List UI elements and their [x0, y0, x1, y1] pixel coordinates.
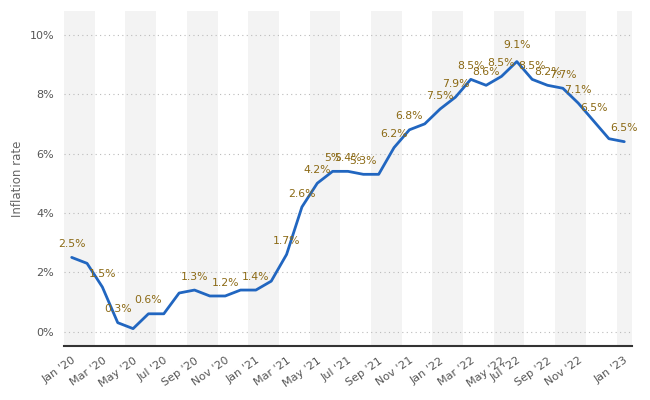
Text: 7.7%: 7.7%: [549, 70, 577, 80]
Text: 0.3%: 0.3%: [104, 304, 131, 314]
Text: 8.6%: 8.6%: [473, 67, 500, 77]
Text: 5.3%: 5.3%: [350, 156, 377, 166]
Bar: [309, 11, 341, 346]
Text: 1.4%: 1.4%: [242, 272, 270, 282]
Bar: [248, 11, 279, 346]
Text: 7.9%: 7.9%: [442, 79, 469, 89]
Text: 1.7%: 1.7%: [273, 236, 300, 246]
Text: 6.8%: 6.8%: [396, 112, 423, 122]
Bar: [432, 11, 463, 346]
Text: 8.5%: 8.5%: [519, 61, 546, 71]
Bar: [187, 11, 218, 346]
Text: 6.5%: 6.5%: [610, 123, 638, 133]
Text: 2.6%: 2.6%: [288, 189, 316, 199]
Text: 7.1%: 7.1%: [564, 85, 592, 95]
Text: 8.5%: 8.5%: [457, 61, 484, 71]
Y-axis label: Inflation rate: Inflation rate: [11, 140, 24, 217]
Text: 7.5%: 7.5%: [426, 91, 454, 101]
Text: 0.6%: 0.6%: [135, 296, 162, 306]
Text: 2.5%: 2.5%: [58, 239, 85, 249]
Bar: [371, 11, 402, 346]
Text: 9.1%: 9.1%: [503, 40, 530, 50]
Bar: [494, 11, 525, 346]
Text: 6.2%: 6.2%: [380, 129, 408, 139]
Text: 5.4%: 5.4%: [334, 153, 362, 163]
Bar: [125, 11, 156, 346]
Text: 4.2%: 4.2%: [304, 165, 331, 175]
Text: 8.5%: 8.5%: [488, 58, 515, 68]
Text: 1.3%: 1.3%: [181, 272, 208, 282]
Bar: [64, 11, 95, 346]
Bar: [617, 11, 647, 346]
Text: 1.2%: 1.2%: [211, 278, 239, 288]
Text: 1.5%: 1.5%: [88, 269, 116, 279]
Text: 8.2%: 8.2%: [534, 67, 561, 77]
Text: 6.5%: 6.5%: [580, 102, 607, 112]
Bar: [555, 11, 586, 346]
Text: 5%: 5%: [324, 153, 341, 163]
